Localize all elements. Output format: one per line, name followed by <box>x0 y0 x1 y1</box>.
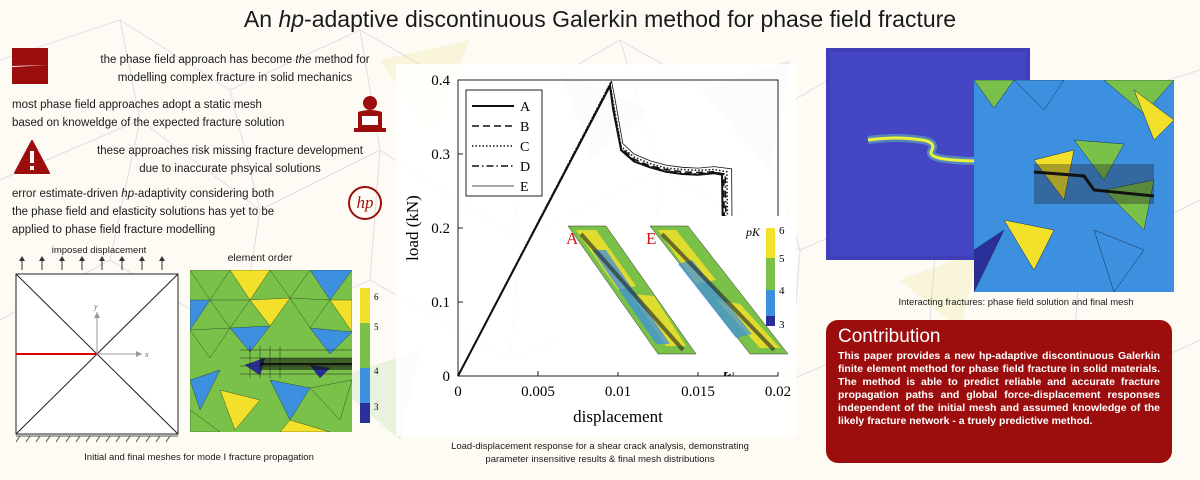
x-tick-label: 0.005 <box>521 384 555 400</box>
legend-box <box>465 89 543 197</box>
y-axis-title: load (kN) <box>403 195 422 261</box>
x-tick-label: 0 <box>454 384 462 400</box>
y-tick-label: 0 <box>443 369 451 385</box>
inset-mesh-plots: A E pK 6 5 4 3 <box>556 216 796 372</box>
x-tick-label: 0.01 <box>605 384 631 400</box>
inset-tick-5: 5 <box>779 253 785 265</box>
inset-colorbar-label: pK <box>745 225 761 239</box>
interacting-fractures-mesh <box>974 80 1174 292</box>
contribution-heading: Contribution <box>838 326 941 347</box>
load-displacement-chart: 0 0.005 0.01 0.015 0.02 0 0.1 0.2 0.3 0.4 displace… <box>396 64 796 436</box>
series-line-e <box>457 80 734 377</box>
inset-tick-4: 4 <box>779 285 785 297</box>
series-line-c <box>457 81 731 377</box>
poster-title: An hp-adaptive discontinuous Galerkin me… <box>243 6 957 32</box>
reader-icon <box>354 96 386 132</box>
point-static-mesh-intro: the phase field approach has become the … <box>100 54 370 84</box>
inset-label-e: E <box>646 229 656 248</box>
legend-label-a: A <box>520 100 531 115</box>
imposed-displacement-label: imposed displacement <box>51 245 147 256</box>
inset-tick-3: 3 <box>779 319 785 331</box>
crack-icon <box>12 48 48 84</box>
colorbar-tick-6: 6 <box>374 292 379 302</box>
point-inaccurate: these approaches risk missing fracture d… <box>97 145 363 175</box>
right-caption: Interacting fractures: phase field solut… <box>898 297 1134 308</box>
x-axis-label: x <box>144 350 149 359</box>
y-tick-label: 0.3 <box>431 147 450 163</box>
warning-icon <box>14 140 50 174</box>
legend-label-e: E <box>520 180 529 195</box>
legend-label-c: C <box>520 140 529 155</box>
initial-mesh-diagram: x y <box>15 256 179 443</box>
legend-label-b: B <box>520 120 529 135</box>
hp-logo-icon: hp <box>348 186 382 220</box>
inset-label-a: A <box>566 229 579 248</box>
x-tick-label: 0.02 <box>765 384 791 400</box>
y-axis-label: y <box>93 302 98 311</box>
legend-label-d: D <box>520 160 530 175</box>
mesh-caption: Initial and final meshes for mode I frac… <box>84 452 314 463</box>
series-line-d <box>457 81 730 377</box>
chart-caption: Load-displacement response for a shear c… <box>451 441 749 465</box>
series-line-b <box>457 82 728 377</box>
element-order-colorbar: 6 5 4 3 <box>360 288 379 423</box>
point-hp-adaptivity: error estimate-driven hp-adaptivity cons… <box>12 188 275 236</box>
y-tick-label: 0.1 <box>431 295 450 311</box>
y-tick-label: 0.4 <box>431 73 450 89</box>
element-order-label: element order <box>227 252 293 264</box>
colorbar-tick-3: 3 <box>374 402 379 412</box>
y-tick-label: 0.2 <box>431 221 450 237</box>
contribution-body: This paper provides a new hp-adaptive di… <box>838 350 1160 427</box>
point-static-mesh: most phase field approaches adopt a stat… <box>12 99 285 129</box>
colorbar-tick-5: 5 <box>374 322 379 332</box>
x-axis-title: displacement <box>573 407 663 426</box>
inset-tick-6: 6 <box>779 225 785 237</box>
x-tick-label: 0.015 <box>681 384 715 400</box>
final-mesh-plot <box>190 270 352 432</box>
contribution-box: Contribution This paper provides a new h… <box>826 320 1172 463</box>
colorbar-tick-4: 4 <box>374 366 379 376</box>
